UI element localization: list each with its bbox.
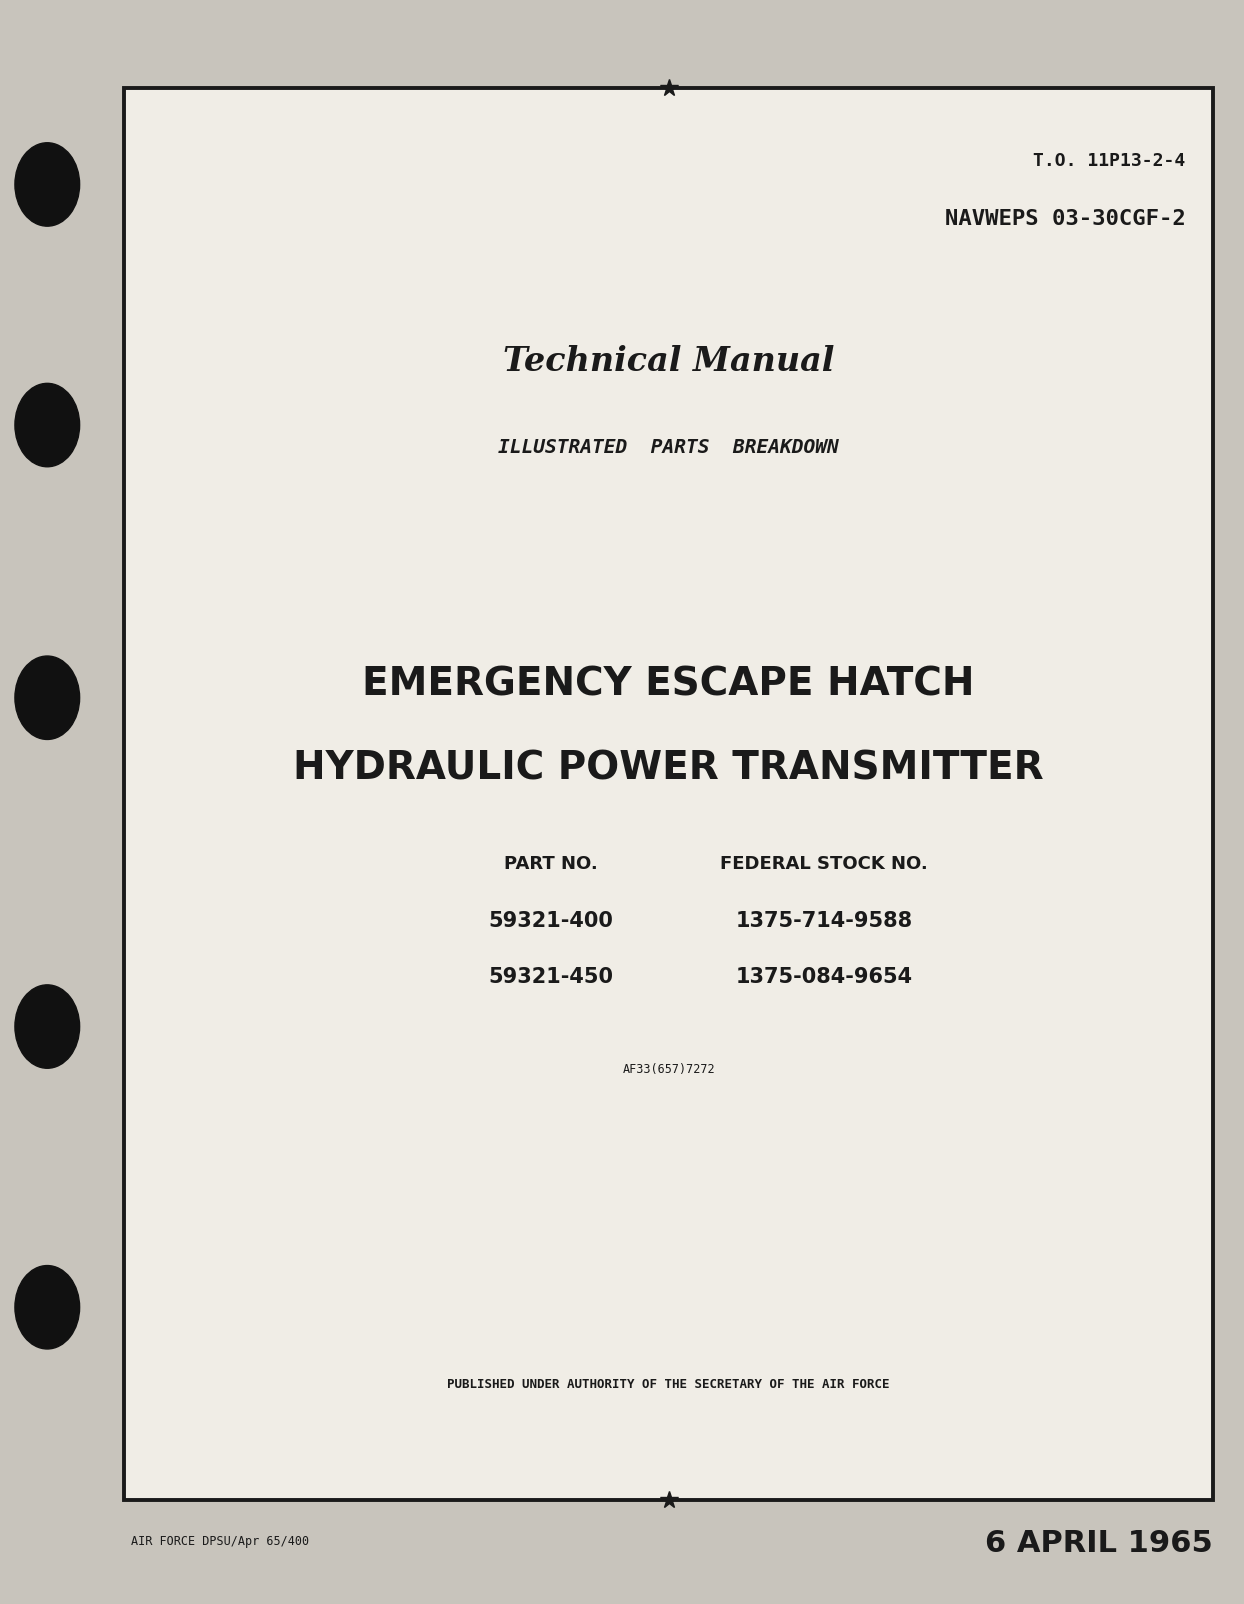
Circle shape [15,383,80,467]
Text: PART NO.: PART NO. [504,855,597,873]
Text: EMERGENCY ESCAPE HATCH: EMERGENCY ESCAPE HATCH [362,666,975,704]
Text: Technical Manual: Technical Manual [503,345,835,379]
Circle shape [15,143,80,226]
Text: 1375-714-9588: 1375-714-9588 [735,911,913,930]
Text: FEDERAL STOCK NO.: FEDERAL STOCK NO. [720,855,928,873]
Text: T.O. 11P13-2-4: T.O. 11P13-2-4 [1034,152,1186,170]
Circle shape [15,1266,80,1349]
Text: 59321-450: 59321-450 [488,967,613,986]
Text: 6 APRIL 1965: 6 APRIL 1965 [985,1529,1213,1557]
Circle shape [15,985,80,1068]
Circle shape [15,656,80,739]
Text: HYDRAULIC POWER TRANSMITTER: HYDRAULIC POWER TRANSMITTER [294,749,1044,788]
Text: NAVWEPS 03-30CGF-2: NAVWEPS 03-30CGF-2 [944,209,1186,228]
Text: AIR FORCE DPSU/Apr 65/400: AIR FORCE DPSU/Apr 65/400 [131,1535,309,1548]
Text: 59321-400: 59321-400 [488,911,613,930]
Text: PUBLISHED UNDER AUTHORITY OF THE SECRETARY OF THE AIR FORCE: PUBLISHED UNDER AUTHORITY OF THE SECRETA… [448,1378,889,1391]
Text: ILLUSTRATED  PARTS  BREAKDOWN: ILLUSTRATED PARTS BREAKDOWN [499,438,838,457]
Text: 1375-084-9654: 1375-084-9654 [735,967,913,986]
Text: AF33(657)7272: AF33(657)7272 [622,1063,715,1076]
Bar [124,88,1213,1500]
